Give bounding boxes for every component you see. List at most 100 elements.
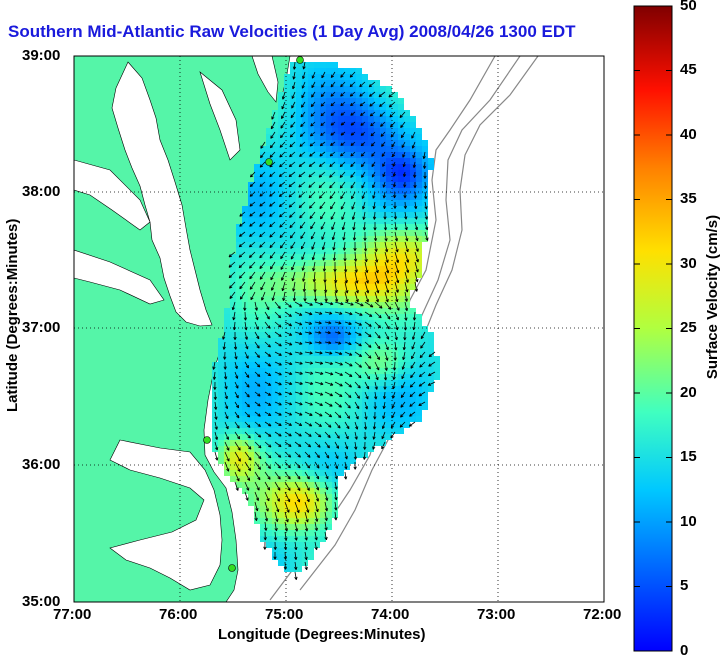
velocity-cell xyxy=(356,200,362,206)
velocity-cell xyxy=(350,278,356,284)
velocity-arrow xyxy=(234,441,241,451)
velocity-cell xyxy=(284,416,290,422)
velocity-cell xyxy=(290,116,296,122)
velocity-cell xyxy=(350,440,356,446)
velocity-arrow xyxy=(279,161,286,168)
velocity-cell xyxy=(278,272,284,278)
velocity-cell xyxy=(248,368,254,374)
velocity-cell xyxy=(308,536,314,542)
velocity-arrow xyxy=(260,141,266,149)
velocity-cell xyxy=(314,482,320,488)
velocity-cell xyxy=(260,266,266,272)
velocity-cell xyxy=(314,290,320,296)
velocity-cell xyxy=(254,338,260,344)
velocity-cell xyxy=(302,206,308,212)
velocity-cell xyxy=(314,386,320,392)
velocity-cell xyxy=(332,338,338,344)
velocity-cell xyxy=(386,212,392,218)
velocity-cell xyxy=(356,92,362,98)
velocity-cell xyxy=(380,428,386,434)
velocity-cell xyxy=(374,326,380,332)
velocity-cell xyxy=(344,146,350,152)
velocity-arrow xyxy=(294,471,301,480)
velocity-arrow xyxy=(278,181,286,188)
velocity-cell xyxy=(242,236,248,242)
velocity-cell xyxy=(314,374,320,380)
velocity-arrow xyxy=(360,111,366,117)
velocity-cell xyxy=(326,158,332,164)
velocity-cell xyxy=(296,236,302,242)
velocity-cell xyxy=(296,68,302,74)
velocity-cell xyxy=(242,260,248,266)
velocity-cell xyxy=(272,242,278,248)
velocity-cell xyxy=(236,314,242,320)
velocity-arrow xyxy=(423,171,427,179)
velocity-cell xyxy=(410,314,416,320)
velocity-cell xyxy=(266,542,272,548)
velocity-cell xyxy=(380,92,386,98)
velocity-arrow xyxy=(312,261,316,272)
velocity-cell xyxy=(350,80,356,86)
velocity-cell xyxy=(416,272,422,278)
velocity-cell xyxy=(278,212,284,218)
velocity-cell xyxy=(320,104,326,110)
velocity-cell xyxy=(392,242,398,248)
velocity-cell xyxy=(218,458,224,464)
velocity-arrow xyxy=(381,421,386,430)
velocity-cell xyxy=(416,236,422,242)
velocity-arrow xyxy=(384,261,390,274)
velocity-arrow xyxy=(364,321,372,327)
velocity-cell xyxy=(284,308,290,314)
velocity-cell xyxy=(398,242,404,248)
velocity-arrow xyxy=(420,331,426,340)
velocity-cell xyxy=(398,260,404,266)
velocity-cell xyxy=(230,404,236,410)
velocity-arrow xyxy=(354,271,359,284)
velocity-arrow xyxy=(334,301,344,306)
velocity-cell xyxy=(350,452,356,458)
velocity-cell xyxy=(278,368,284,374)
velocity-cell xyxy=(398,140,404,146)
velocity-cell xyxy=(284,182,290,188)
velocity-cell xyxy=(242,356,248,362)
velocity-cell xyxy=(344,266,350,272)
velocity-cell xyxy=(284,428,290,434)
velocity-cell xyxy=(320,422,326,428)
velocity-cell xyxy=(320,416,326,422)
velocity-cell xyxy=(350,356,356,362)
velocity-cell xyxy=(344,314,350,320)
velocity-cell xyxy=(302,266,308,272)
velocity-arrow xyxy=(371,161,376,168)
velocity-cell xyxy=(272,452,278,458)
velocity-arrow xyxy=(254,311,259,321)
velocity-arrow xyxy=(364,411,368,420)
velocity-cell xyxy=(332,488,338,494)
velocity-cell xyxy=(320,362,326,368)
velocity-cell xyxy=(332,452,338,458)
velocity-arrow xyxy=(249,181,256,188)
velocity-cell xyxy=(392,116,398,122)
velocity-arrow xyxy=(361,191,366,199)
velocity-arrow xyxy=(264,321,271,329)
velocity-arrow xyxy=(364,351,372,359)
velocity-cell xyxy=(350,296,356,302)
velocity-cell xyxy=(380,374,386,380)
velocity-cell xyxy=(230,302,236,308)
velocity-cell xyxy=(386,434,392,440)
velocity-cell xyxy=(254,476,260,482)
velocity-cell xyxy=(404,374,410,380)
velocity-cell xyxy=(350,218,356,224)
velocity-cell xyxy=(296,344,302,350)
velocity-arrow xyxy=(298,191,306,198)
velocity-cell xyxy=(386,398,392,404)
velocity-arrow xyxy=(302,71,306,80)
velocity-arrow xyxy=(292,71,296,80)
velocity-cell xyxy=(302,542,308,548)
velocity-cell xyxy=(302,524,308,530)
velocity-cell xyxy=(272,152,278,158)
velocity-cell xyxy=(338,134,344,140)
velocity-cell xyxy=(308,260,314,266)
velocity-arrow xyxy=(331,231,336,241)
velocity-cell xyxy=(260,242,266,248)
velocity-arrow xyxy=(291,271,296,282)
